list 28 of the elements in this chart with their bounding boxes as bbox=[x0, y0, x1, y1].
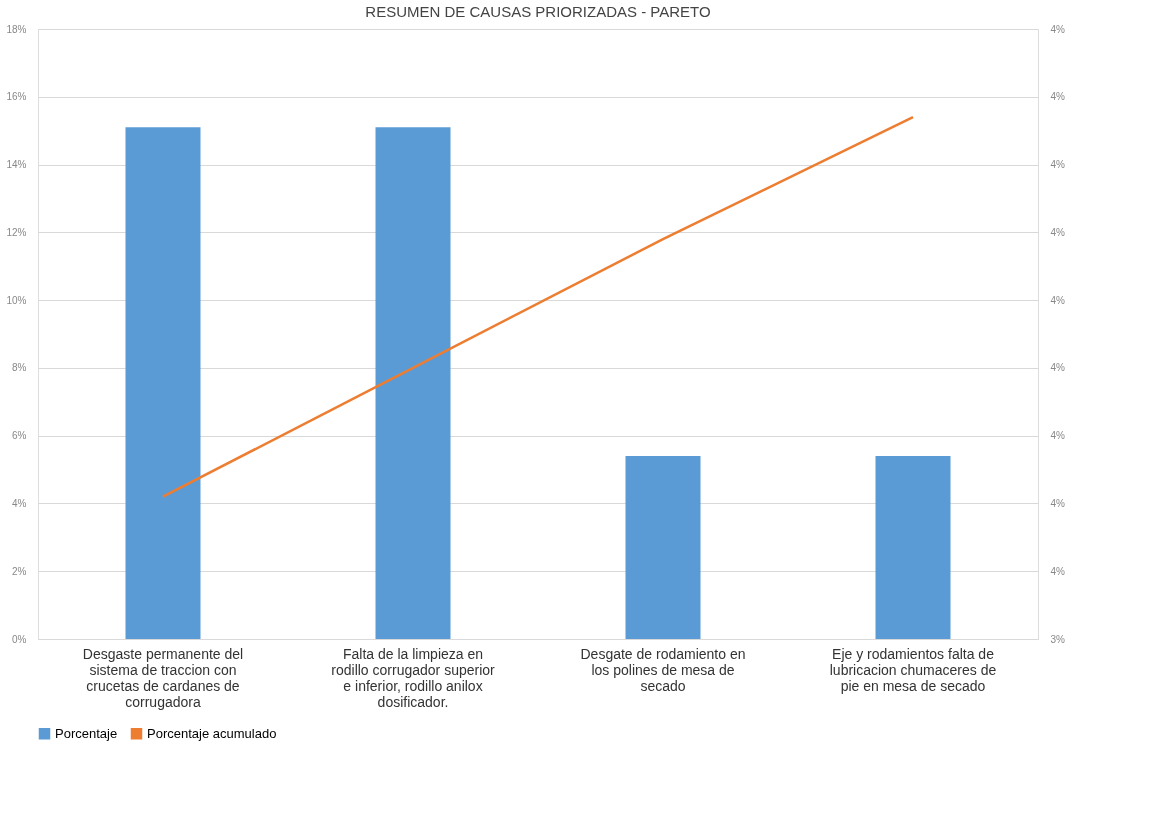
y-tick-label: 18% bbox=[6, 23, 27, 35]
y-tick-label: 2% bbox=[12, 565, 27, 577]
y-tick-label: 14% bbox=[6, 159, 27, 171]
y2-tick-label: 4% bbox=[1050, 91, 1066, 103]
y2-tick-label: 4% bbox=[1050, 362, 1066, 374]
y2-tick-label: 4% bbox=[1050, 23, 1066, 35]
y2-tick-label: 4% bbox=[1050, 430, 1066, 442]
y-tick-label: 0% bbox=[12, 633, 27, 645]
y-tick-label: 12% bbox=[6, 226, 27, 238]
x-tick-label: Falta de la limpieza en rodillo corrugador superior e inferior, rodillo anilox dosificador. bbox=[331, 645, 496, 710]
chart-title: RESUMEN DE CAUSAS PRIORIZADAS - PARETO bbox=[365, 3, 711, 20]
line-series bbox=[161, 115, 915, 498]
x-tick-label: Desgaste permanente del sistema de traccion con crucetas de cardanes de corrugadora bbox=[82, 645, 244, 710]
y-tick-label: 4% bbox=[12, 497, 27, 509]
y2-tick-label: 3% bbox=[1050, 633, 1066, 645]
x-tick-label: Eje y rodamientos falta de lubricacion chumaceres de pie en mesa de secado bbox=[829, 645, 997, 694]
y-tick-label: 8% bbox=[12, 362, 27, 374]
y-tick-label: 16% bbox=[6, 91, 27, 103]
y2-tick-label: 4% bbox=[1050, 497, 1066, 509]
y2-tick-label: 4% bbox=[1050, 565, 1066, 577]
y2-tick-label: 4% bbox=[1050, 159, 1066, 171]
y2-tick-label: 4% bbox=[1050, 226, 1066, 238]
y2-tick-label: 4% bbox=[1050, 294, 1066, 306]
y-tick-label: 10% bbox=[6, 294, 27, 306]
legend-label: Porcentaje acumulado bbox=[147, 725, 277, 741]
legend-label: Porcentaje bbox=[55, 725, 118, 741]
y-tick-label: 6% bbox=[12, 430, 27, 442]
x-tick-label: Desgate de rodamiento en los polines de mesa de secado bbox=[580, 645, 746, 694]
